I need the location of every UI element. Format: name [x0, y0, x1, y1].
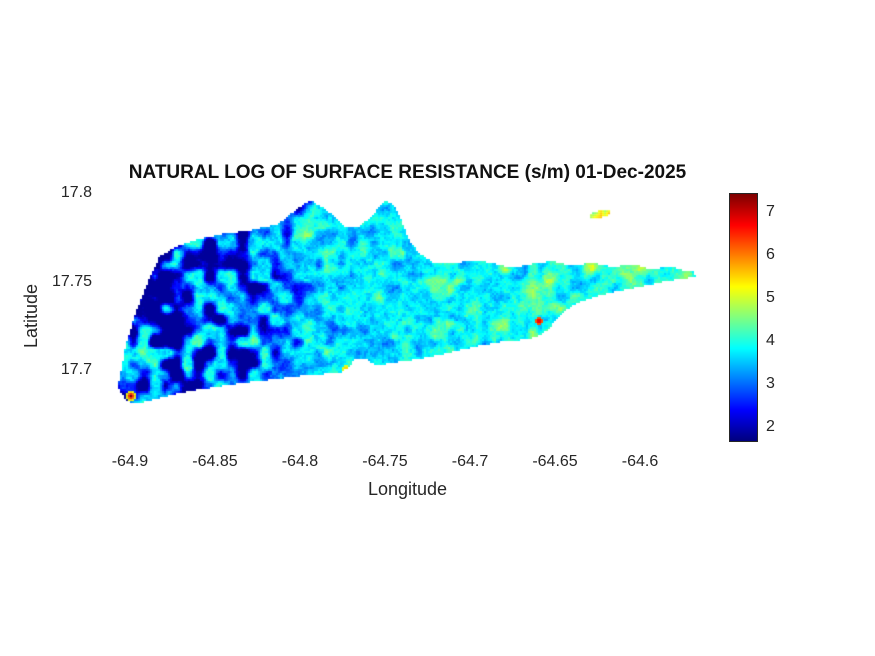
- y-tick-label: 17.7: [60, 361, 92, 379]
- chart-title: NATURAL LOG OF SURFACE RESISTANCE (s/m) …: [128, 162, 687, 183]
- y-tick-label: 17.8: [60, 184, 92, 201]
- colorbar-tick-label: 5: [766, 289, 775, 307]
- colorbar-tick-label: 6: [766, 246, 775, 264]
- y-tick-label: 17.75: [51, 272, 92, 290]
- colorbar-tick-label: 2: [766, 418, 775, 436]
- colorbar-tick-label: 7: [766, 203, 775, 221]
- x-axis-label: Longitude: [367, 479, 448, 499]
- x-tick-label: -64.85: [192, 453, 238, 470]
- x-tick-label: -64.65: [532, 453, 578, 470]
- x-tick-label: -64.6: [621, 453, 659, 470]
- colorbar: [729, 193, 758, 442]
- x-tick-label: -64.8: [281, 453, 319, 470]
- x-tick-label: -64.75: [362, 453, 408, 470]
- x-tick-label: -64.9: [111, 453, 149, 470]
- x-tick-label: -64.7: [451, 453, 489, 470]
- colorbar-tick-label: 4: [766, 332, 775, 350]
- colorbar-tick-label: 3: [766, 375, 775, 393]
